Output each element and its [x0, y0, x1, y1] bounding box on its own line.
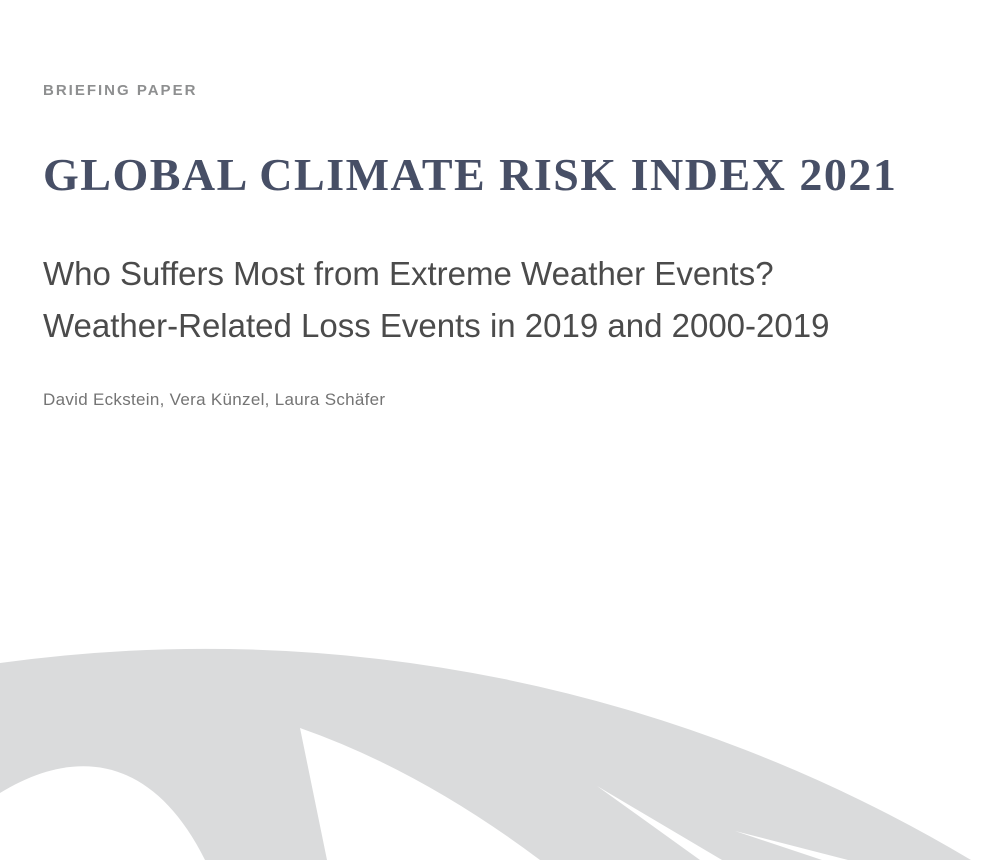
page-title: GLOBAL CLIMATE RISK INDEX 2021	[43, 149, 898, 200]
page-subtitle: Who Suffers Most from Extreme Weather Ev…	[43, 248, 829, 352]
globe-gap-wedge-right	[735, 831, 848, 860]
document-type-kicker: BRIEFING PAPER	[43, 82, 198, 99]
subtitle-line-2: Weather-Related Loss Events in 2019 and …	[43, 307, 830, 344]
globe-gap-wedge-mid	[597, 786, 722, 860]
globe-wireframe-icon	[0, 648, 971, 860]
subtitle-line-1: Who Suffers Most from Extreme Weather Ev…	[43, 255, 774, 292]
globe-outer-arc	[0, 648, 971, 860]
authors-line: David Eckstein, Vera Künzel, Laura Schäf…	[43, 390, 386, 409]
globe-gap-wedge-left	[300, 728, 540, 860]
globe-gap-arch	[0, 766, 205, 860]
